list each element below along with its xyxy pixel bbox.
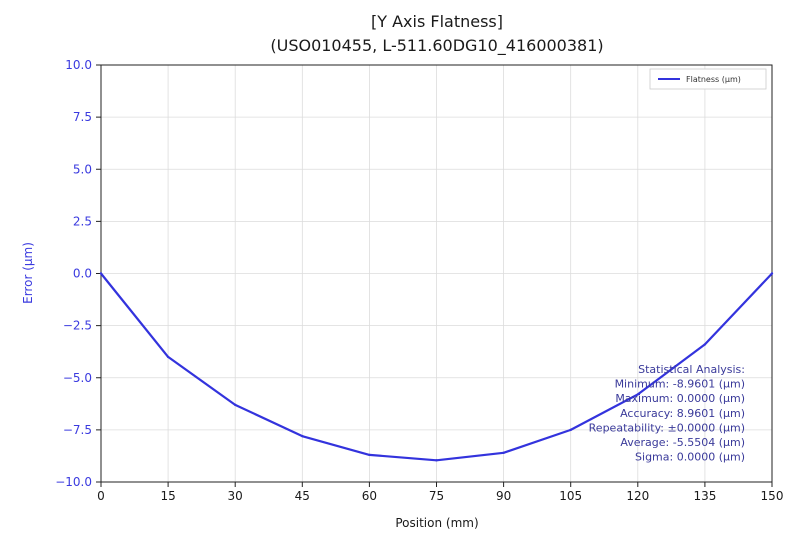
y-tick-label: 10.0 — [65, 58, 92, 72]
x-tick-label: 120 — [626, 489, 649, 503]
x-axis: 0 15 30 45 60 75 90 105 120 135 150 — [97, 482, 783, 503]
y-tick-label: 5.0 — [73, 162, 92, 176]
y-tick-label: −2.5 — [63, 319, 92, 333]
x-tick-label: 150 — [761, 489, 784, 503]
x-tick-label: 135 — [693, 489, 716, 503]
data-point — [703, 343, 707, 346]
data-point — [569, 428, 572, 432]
stats-line: Maximum: 0.0000 (µm) — [615, 392, 745, 405]
data-point — [636, 393, 639, 396]
stats-line: Sigma: 0.0000 (µm) — [635, 451, 745, 464]
x-tick-label: 75 — [429, 489, 444, 503]
x-tick-label: 15 — [160, 489, 175, 503]
chart-subtitle: (USO010455, L-511.60DG10_416000381) — [270, 36, 603, 56]
data-point — [502, 451, 505, 455]
data-point — [435, 459, 438, 462]
stats-line: Accuracy: 8.9601 (µm) — [620, 407, 745, 420]
legend-box — [649, 68, 767, 90]
data-point — [99, 272, 103, 275]
legend: Flatness (µm) — [649, 68, 767, 90]
chart-title: [Y Axis Flatness] — [371, 12, 503, 31]
stats-line: Minimum: -8.9601 (µm) — [615, 378, 745, 391]
data-point — [368, 453, 371, 457]
x-tick-label: 45 — [295, 489, 310, 503]
series-points — [99, 272, 774, 462]
y-axis-label: Error (µm) — [21, 242, 35, 304]
data-point — [301, 434, 304, 438]
data-point — [770, 272, 774, 275]
stats-line: Average: -5.5504 (µm) — [620, 436, 745, 449]
y-tick-label: 0.0 — [73, 267, 92, 281]
x-axis-label: Position (mm) — [395, 516, 478, 530]
y-tick-label: 2.5 — [73, 214, 92, 228]
x-tick-label: 105 — [559, 489, 582, 503]
y-tick-label: −5.0 — [63, 371, 92, 385]
y-tick-label: 7.5 — [73, 110, 92, 124]
x-tick-label: 0 — [97, 489, 105, 503]
statistical-analysis-annotation: Statistical Analysis: Minimum: -8.9601 (µ… — [589, 363, 745, 464]
y-tick-label: −10.0 — [55, 475, 92, 489]
stats-line: Statistical Analysis: — [638, 363, 745, 376]
data-point — [166, 355, 170, 359]
data-point — [234, 403, 237, 407]
legend-label-flatness: Flatness (µm) — [686, 75, 741, 84]
x-tick-label: 60 — [362, 489, 377, 503]
y-tick-label: −7.5 — [63, 423, 92, 437]
y-axis: −10.0 −7.5 −5.0 −2.5 0.0 2.5 5.0 7.5 10.0 — [55, 58, 101, 489]
x-tick-label: 30 — [228, 489, 243, 503]
x-tick-label: 90 — [496, 489, 511, 503]
stats-line: Repeatability: ±0.0000 (µm) — [589, 421, 745, 434]
